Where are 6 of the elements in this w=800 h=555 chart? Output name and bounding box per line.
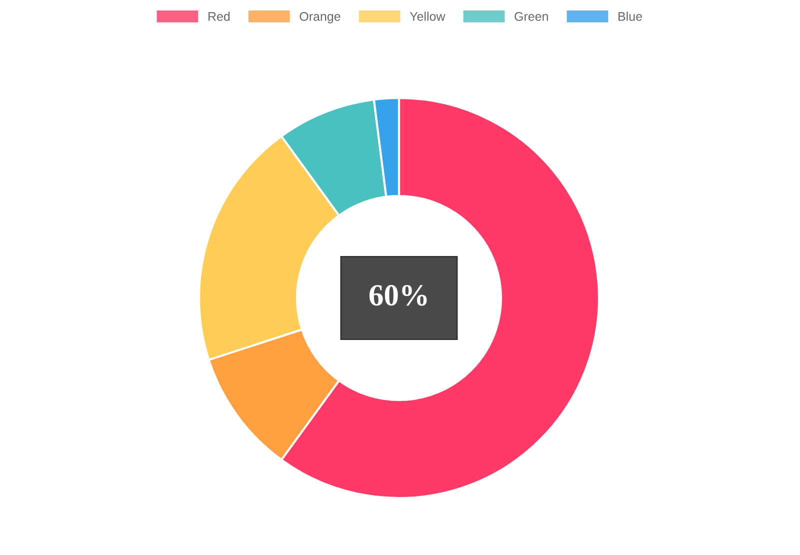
legend-label: Green: [514, 12, 548, 21]
legend-label: Blue: [618, 12, 642, 21]
legend-label: Orange: [300, 12, 340, 24]
legend-label: Red: [208, 12, 230, 21]
text: 60%: [369, 285, 427, 306]
legend-label: Yellow: [410, 12, 446, 21]
